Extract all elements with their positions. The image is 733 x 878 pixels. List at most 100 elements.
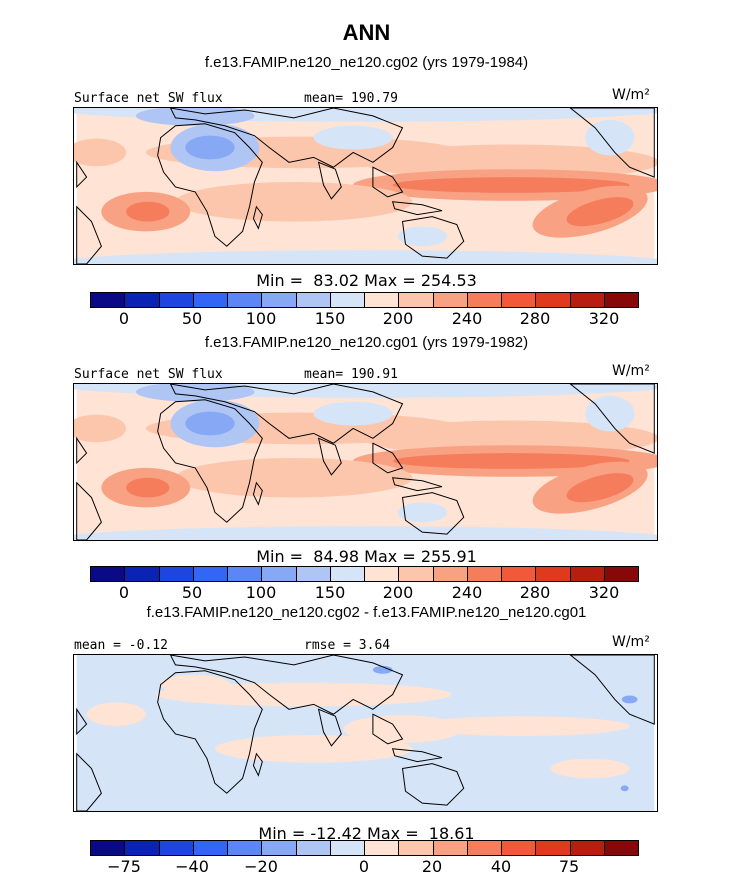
- panel-subtitle: f.e13.FAMIP.ne120_ne120.cg01 (yrs 1979-1…: [204, 334, 529, 351]
- coastline: [372, 713, 404, 745]
- panel-max-label: Max = 254.53: [364, 271, 477, 290]
- heatmap-svg: [74, 384, 657, 540]
- colorbar-tick-label: 150: [314, 583, 346, 602]
- heatmap-cell: [313, 401, 393, 426]
- colorbar-swatch: [570, 841, 605, 855]
- heatmap-cell: [585, 119, 635, 156]
- colorbar-swatch: [262, 567, 297, 581]
- colorbar-tick-label: −20: [244, 857, 278, 876]
- colorbar-swatch: [91, 841, 126, 855]
- coastline: [317, 161, 342, 200]
- heatmap-cell: [585, 395, 635, 432]
- colorbar-swatch: [193, 567, 228, 581]
- heatmap-map: [73, 383, 658, 541]
- coastline: [391, 477, 443, 492]
- colorbar-swatch: [296, 841, 331, 855]
- colorbar-tick-label: 50: [181, 309, 203, 328]
- coastline: [252, 205, 263, 230]
- colorbar-tick-label: 240: [451, 583, 483, 602]
- coastline: [252, 752, 263, 777]
- colorbar-swatch: [228, 841, 263, 855]
- heatmap-cell: [185, 135, 235, 160]
- colorbar-swatch: [159, 841, 194, 855]
- colorbar-tick-label: 40: [490, 857, 512, 876]
- colorbar-tick-label: 240: [451, 309, 483, 328]
- colorbar-swatch: [467, 293, 502, 307]
- heatmap-cell: [550, 758, 630, 779]
- coastline: [372, 166, 404, 198]
- heatmap-cell: [397, 502, 447, 523]
- heatmap-cell: [214, 734, 413, 763]
- colorbar-tick-label: 100: [245, 309, 277, 328]
- colorbar-swatch: [262, 293, 297, 307]
- heatmap-cell: [74, 250, 657, 264]
- panel-left-label: Surface net SW flux: [74, 91, 223, 106]
- heatmap-map: [73, 654, 658, 812]
- heatmap-cell: [74, 526, 657, 540]
- colorbar-swatch: [296, 567, 331, 581]
- coastline: [401, 763, 465, 806]
- colorbar-swatch: [330, 567, 365, 581]
- panel-subtitle: f.e13.FAMIP.ne120_ne120.cg02 (yrs 1979-1…: [204, 54, 529, 71]
- colorbar-swatch: [159, 567, 194, 581]
- heatmap-cell: [175, 182, 413, 222]
- panel-min-label: Min = 83.02: [256, 271, 360, 290]
- heatmap-cell: [412, 716, 630, 736]
- colorbar-tick-label: 0: [118, 583, 130, 602]
- colorbar-swatch: [330, 293, 365, 307]
- coastline: [569, 655, 655, 725]
- colorbar-tick-label: 100: [245, 583, 277, 602]
- colorbar: [90, 292, 639, 308]
- heatmap-cell: [74, 138, 127, 167]
- coastline: [76, 707, 88, 736]
- coastline: [76, 205, 102, 264]
- colorbar: [90, 566, 639, 582]
- panel-max-label: Max = 18.61: [367, 824, 475, 843]
- figure-title: ANN: [342, 20, 391, 45]
- coastline: [169, 384, 404, 444]
- colorbar: [90, 840, 639, 856]
- colorbar-tick-label: 280: [519, 309, 551, 328]
- colorbar-swatch: [159, 293, 194, 307]
- colorbar-tick-label: 0: [358, 857, 370, 876]
- colorbar-swatch: [433, 293, 468, 307]
- colorbar-swatch: [262, 841, 297, 855]
- colorbar-swatch: [193, 293, 228, 307]
- colorbar-swatch: [125, 567, 160, 581]
- heatmap-cell: [397, 226, 447, 247]
- heatmap-cell: [86, 702, 146, 727]
- heatmap-cell: [126, 477, 170, 498]
- coastline: [157, 399, 263, 523]
- coastline: [169, 655, 404, 715]
- colorbar-tick-label: 75: [558, 857, 580, 876]
- panel-min-label: Min = -12.42: [258, 824, 362, 843]
- colorbar-swatch: [330, 841, 365, 855]
- colorbar-swatch: [502, 293, 537, 307]
- colorbar-swatch: [125, 841, 160, 855]
- panel-subtitle: f.e13.FAMIP.ne120_ne120.cg02 - f.e13.FAM…: [146, 604, 587, 621]
- colorbar-swatch: [433, 841, 468, 855]
- colorbar-tick-label: 200: [382, 309, 414, 328]
- panel-units-label: W/m²: [612, 634, 650, 650]
- colorbar-tick-label: 320: [588, 309, 620, 328]
- colorbar-swatch: [502, 841, 537, 855]
- heatmap-cell: [160, 674, 230, 695]
- heatmap-cell: [185, 411, 235, 436]
- heatmap-cell: [372, 665, 393, 674]
- colorbar-swatch: [467, 567, 502, 581]
- colorbar-tick-label: 20: [421, 857, 443, 876]
- colorbar-swatch: [193, 841, 228, 855]
- heatmap-cell: [126, 201, 170, 222]
- colorbar-swatch: [365, 293, 400, 307]
- coastline: [317, 437, 342, 476]
- colorbar-tick-label: 50: [181, 583, 203, 602]
- panel-center-label: mean= 190.79: [304, 91, 398, 106]
- heatmap-cell: [620, 785, 629, 792]
- colorbar-tick-label: 0: [118, 309, 130, 328]
- coastline: [76, 752, 102, 811]
- heatmap-cell: [155, 682, 452, 707]
- heatmap-cell: [175, 458, 413, 498]
- panel-min-max: Min = 83.02 Max = 254.53: [0, 271, 733, 290]
- heatmap-cell: [566, 473, 634, 503]
- heatmap-map: [73, 107, 658, 265]
